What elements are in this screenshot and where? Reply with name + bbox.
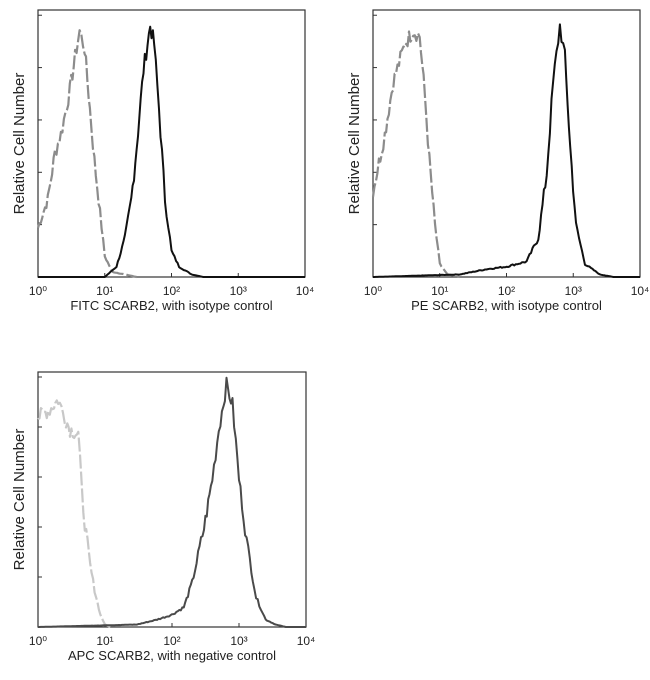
x-axis-label: APC SCARB2, with negative control: [68, 648, 276, 663]
histogram-panel-1: 10⁰ 10¹ 10² 10³ 10⁴ FITC SCARB2, with isotype…: [11, 9, 315, 313]
control-histogram-line: [36, 29, 137, 279]
control-histogram-line: [371, 30, 461, 279]
x-tick-label: 10¹: [96, 284, 113, 298]
plot-frame: [372, 9, 641, 278]
x-tick-label: 10⁰: [29, 284, 47, 298]
histogram-panel-3: 10⁰ 10¹ 10² 10³ 10⁴ APC SCARB2, with negative…: [11, 371, 316, 663]
x-tick-label: 10⁴: [296, 284, 315, 298]
x-tick-label: 10³: [565, 284, 582, 298]
x-tick-label: 10²: [163, 634, 180, 648]
x-tick-label: 10⁰: [364, 284, 382, 298]
histogram-panel-2: 10⁰ 10¹ 10² 10³ 10⁴ PE SCARB2, with isotype c…: [346, 9, 650, 313]
x-tick-label: 10⁴: [631, 284, 650, 298]
x-tick-label: 10²: [498, 284, 515, 298]
x-tick-label: 10¹: [96, 634, 113, 648]
y-axis-label: Relative Cell Number: [11, 429, 28, 571]
plot-frame: [37, 371, 307, 628]
sample-histogram-line: [38, 25, 305, 278]
sample-histogram-line: [38, 376, 306, 628]
y-axis-label: Relative Cell Number: [346, 73, 363, 215]
y-axis-label: Relative Cell Number: [11, 73, 28, 215]
x-axis-label: FITC SCARB2, with isotype control: [70, 298, 272, 313]
x-tick-label: 10⁴: [297, 634, 316, 648]
sample-histogram-line: [373, 23, 640, 278]
x-tick-label: 10²: [163, 284, 180, 298]
x-tick-label: 10³: [230, 634, 247, 648]
control-histogram-line: [37, 399, 111, 628]
x-axis-label: PE SCARB2, with isotype control: [411, 298, 602, 313]
x-tick-label: 10¹: [431, 284, 448, 298]
x-tick-label: 10³: [230, 284, 247, 298]
x-tick-label: 10⁰: [29, 634, 47, 648]
